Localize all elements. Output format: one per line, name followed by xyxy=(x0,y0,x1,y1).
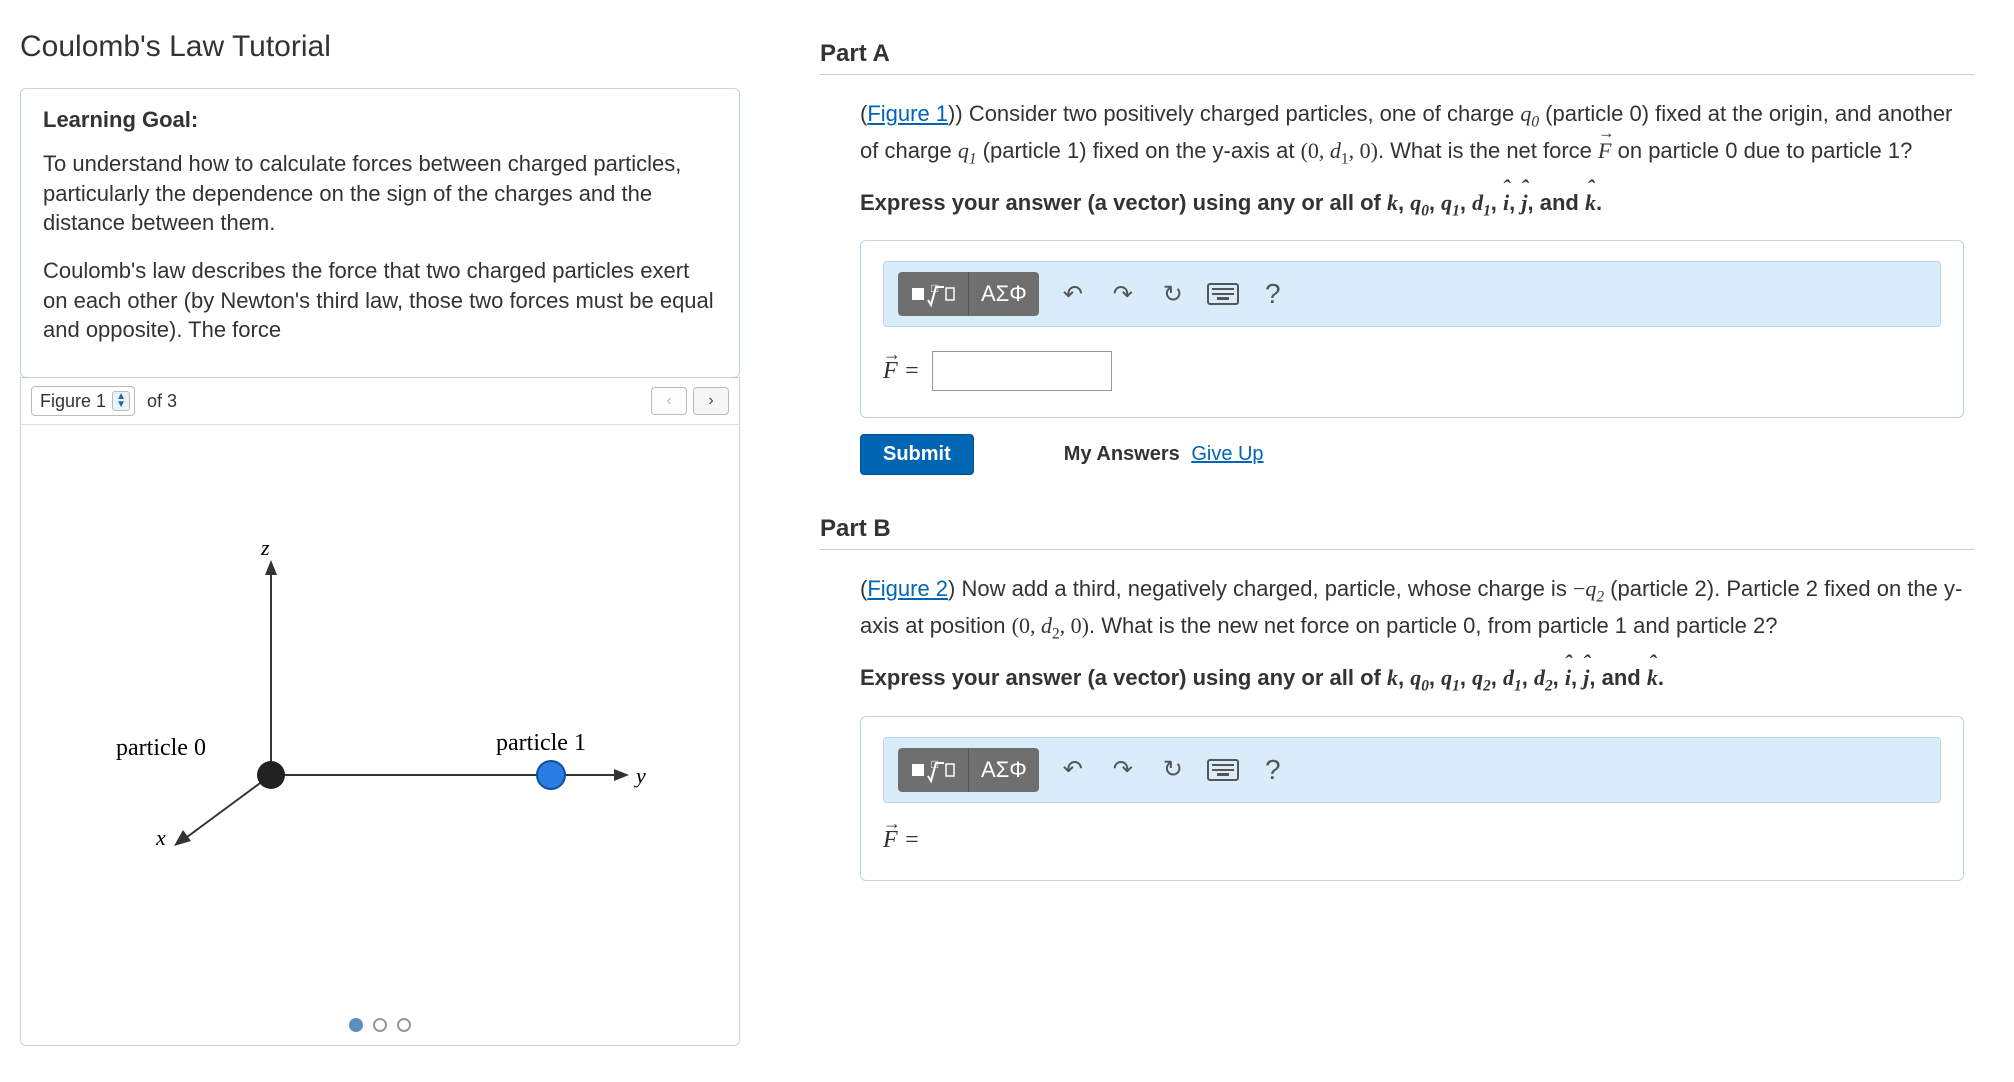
figure-prev-button[interactable]: ‹ xyxy=(651,387,687,415)
particle-1-dot xyxy=(537,761,565,789)
learning-goal-text-2: Coulomb's law describes the force that t… xyxy=(43,256,717,345)
undo-icon[interactable]: ↶ xyxy=(1057,754,1089,786)
part-a-question: (Figure 1)) Consider two positively char… xyxy=(860,97,1964,170)
part-b-header: Part B xyxy=(820,515,1974,550)
answer-links: My Answers Give Up xyxy=(1064,443,1264,466)
submit-button[interactable]: Submit xyxy=(860,434,974,475)
figure-panel: Figure 1 ▲▼ of 3 ‹ › z y xyxy=(20,377,740,1046)
particle-0-dot xyxy=(257,761,285,789)
give-up-link[interactable]: Give Up xyxy=(1191,443,1263,465)
equation-lhs: F = xyxy=(883,827,920,854)
reset-icon[interactable]: ↻ xyxy=(1157,754,1189,786)
undo-icon[interactable]: ↶ xyxy=(1057,278,1089,310)
figure-selector[interactable]: Figure 1 ▲▼ xyxy=(31,386,135,416)
pager-dot-3[interactable] xyxy=(397,1018,411,1032)
learning-goal-text-1: To understand how to calculate forces be… xyxy=(43,149,717,238)
pager-dot-1[interactable] xyxy=(349,1018,363,1032)
my-answers-label: My Answers xyxy=(1064,443,1180,465)
figure-selector-label: Figure 1 xyxy=(40,391,106,412)
axis-label-y: y xyxy=(634,763,646,788)
figure-next-button[interactable]: › xyxy=(693,387,729,415)
keyboard-icon[interactable] xyxy=(1207,278,1239,310)
keyboard-icon[interactable] xyxy=(1207,754,1239,786)
figure-1-link[interactable]: Figure 1 xyxy=(867,101,948,126)
figure-pager xyxy=(21,1005,739,1045)
help-icon[interactable]: ? xyxy=(1257,278,1289,310)
part-a-answer-panel: □ ΑΣΦ ↶ ↷ ↻ ? F = xyxy=(860,240,1964,418)
equation-toolbar: □ ΑΣΦ ↶ ↷ ↻ ? xyxy=(883,261,1941,327)
redo-icon[interactable]: ↷ xyxy=(1107,754,1139,786)
axis-label-z: z xyxy=(260,535,270,560)
particle-1-label: particle 1 xyxy=(496,730,586,756)
part-b-question: (Figure 2) Now add a third, negatively c… xyxy=(860,572,1964,645)
page-title: Coulomb's Law Tutorial xyxy=(20,30,740,64)
help-icon[interactable]: ? xyxy=(1257,754,1289,786)
axis-label-x: x xyxy=(155,825,166,850)
part-b-instructions: Express your answer (a vector) using any… xyxy=(860,665,1964,695)
templates-button[interactable]: □ xyxy=(898,748,969,792)
templates-button[interactable]: □ xyxy=(898,272,969,316)
figure-count-label: of 3 xyxy=(147,391,177,412)
greek-button[interactable]: ΑΣΦ xyxy=(969,272,1039,316)
part-b-answer-panel: □ ΑΣΦ ↶ ↷ ↻ ? F = xyxy=(860,716,1964,881)
learning-goal-panel: Learning Goal: To understand how to calc… xyxy=(20,88,740,378)
pager-dot-2[interactable] xyxy=(373,1018,387,1032)
stepper-icon[interactable]: ▲▼ xyxy=(112,391,130,411)
reset-icon[interactable]: ↻ xyxy=(1157,278,1189,310)
equation-toolbar: □ ΑΣΦ ↶ ↷ ↻ ? xyxy=(883,737,1941,803)
figure-2-link[interactable]: Figure 2 xyxy=(867,576,948,601)
learning-goal-heading: Learning Goal: xyxy=(43,107,717,133)
part-a-instructions: Express your answer (a vector) using any… xyxy=(860,190,1964,220)
particle-0-label: particle 0 xyxy=(116,735,206,761)
part-a-header: Part A xyxy=(820,40,1974,75)
redo-icon[interactable]: ↷ xyxy=(1107,278,1139,310)
equation-lhs: F = xyxy=(883,358,920,385)
answer-input[interactable] xyxy=(932,351,1112,391)
figure-diagram: z y x particle 0 particle 1 xyxy=(21,425,739,1005)
greek-button[interactable]: ΑΣΦ xyxy=(969,748,1039,792)
